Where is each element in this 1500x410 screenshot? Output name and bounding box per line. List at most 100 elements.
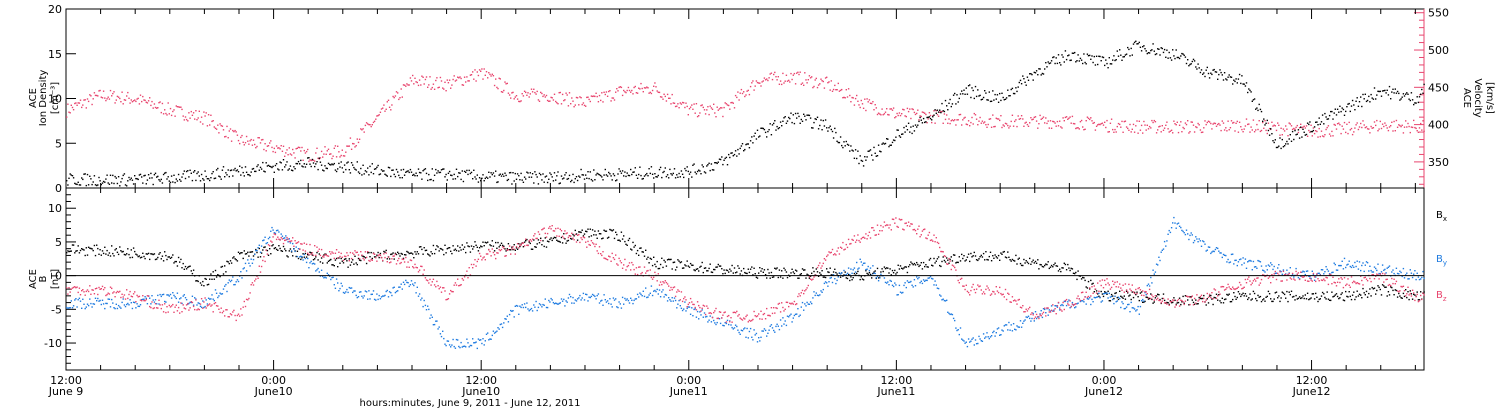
density-point bbox=[656, 176, 658, 178]
bx-point bbox=[220, 266, 222, 268]
by-point bbox=[1079, 300, 1082, 303]
density-point bbox=[1308, 123, 1310, 126]
velocity-point bbox=[292, 148, 294, 151]
density-point bbox=[730, 152, 732, 154]
velocity-point bbox=[627, 86, 630, 89]
bx-point bbox=[1008, 256, 1010, 258]
velocity-point bbox=[1080, 119, 1083, 122]
density-point bbox=[761, 127, 763, 129]
bx-point bbox=[545, 246, 548, 248]
velocity-point bbox=[977, 124, 979, 126]
density-point bbox=[1107, 67, 1109, 69]
density-point bbox=[224, 176, 226, 178]
by-point bbox=[1355, 265, 1357, 268]
density-point bbox=[1207, 72, 1210, 75]
velocity-point bbox=[608, 90, 610, 93]
density-point bbox=[693, 163, 695, 165]
density-point bbox=[101, 182, 104, 184]
velocity-point bbox=[207, 114, 210, 116]
density-point bbox=[1356, 97, 1358, 99]
velocity-point bbox=[485, 71, 488, 73]
by-point bbox=[1229, 261, 1232, 263]
density-point bbox=[1331, 110, 1333, 113]
bx-point bbox=[1304, 294, 1306, 296]
velocity-point bbox=[1092, 122, 1094, 124]
bx-point bbox=[959, 260, 962, 262]
bx-point bbox=[919, 264, 921, 266]
by-point bbox=[916, 276, 918, 278]
by-point bbox=[837, 276, 839, 278]
by-point bbox=[558, 302, 560, 305]
velocity-point bbox=[1222, 122, 1225, 124]
bx-point bbox=[726, 269, 729, 272]
bx-point bbox=[1077, 270, 1079, 272]
by-point bbox=[173, 294, 175, 297]
by-point bbox=[948, 312, 950, 315]
by-point bbox=[67, 307, 69, 309]
density-point bbox=[1227, 76, 1229, 78]
velocity-point bbox=[616, 88, 618, 90]
velocity-point bbox=[561, 93, 564, 96]
density-point bbox=[974, 85, 977, 88]
by-point bbox=[1257, 259, 1259, 262]
by-point bbox=[112, 302, 114, 304]
by-point bbox=[225, 283, 227, 286]
bx-point bbox=[177, 256, 180, 259]
by-point bbox=[856, 261, 858, 264]
density-point bbox=[1128, 48, 1130, 51]
density-point bbox=[897, 129, 899, 131]
by-point bbox=[1370, 269, 1372, 272]
bz-point bbox=[288, 240, 290, 243]
velocity-point bbox=[107, 96, 109, 98]
bx-point bbox=[1035, 262, 1038, 264]
bx-point bbox=[681, 267, 684, 269]
by-point bbox=[1180, 226, 1182, 229]
by-point bbox=[665, 294, 668, 296]
by-point bbox=[888, 284, 890, 286]
density-point bbox=[129, 178, 131, 181]
density-point bbox=[967, 85, 970, 87]
by-point bbox=[926, 279, 928, 282]
bx-point bbox=[474, 241, 476, 243]
by-point bbox=[180, 297, 182, 299]
velocity-point bbox=[707, 106, 709, 108]
bx-point bbox=[1200, 297, 1203, 300]
density-point bbox=[1291, 130, 1294, 133]
by-point bbox=[662, 289, 664, 291]
bx-point bbox=[887, 267, 889, 269]
density-point bbox=[199, 180, 202, 182]
bx-point bbox=[1265, 296, 1267, 298]
bx-point bbox=[364, 257, 367, 259]
bx-point bbox=[719, 265, 722, 267]
velocity-point bbox=[1123, 120, 1125, 123]
bx-point bbox=[1107, 290, 1109, 292]
bx-point bbox=[965, 259, 967, 261]
by-point bbox=[1398, 273, 1400, 275]
density-point bbox=[879, 150, 881, 152]
velocity-point bbox=[1285, 125, 1287, 127]
density-point bbox=[370, 171, 372, 174]
by-point bbox=[137, 305, 139, 307]
density-point bbox=[1346, 106, 1348, 108]
by-point bbox=[988, 337, 990, 340]
velocity-point bbox=[850, 101, 852, 103]
bz-point bbox=[240, 308, 242, 310]
b-tick-label: -10 bbox=[44, 337, 62, 350]
velocity-point bbox=[1125, 126, 1128, 128]
by-point bbox=[477, 338, 480, 340]
by-point bbox=[72, 305, 75, 307]
bx-point bbox=[925, 264, 927, 266]
bx-point bbox=[791, 268, 793, 270]
density-point bbox=[115, 177, 117, 179]
bx-point bbox=[1326, 291, 1328, 293]
by-point bbox=[445, 344, 447, 347]
bx-point bbox=[1108, 300, 1110, 302]
density-point bbox=[1406, 92, 1408, 94]
by-point bbox=[1035, 317, 1038, 320]
bx-point bbox=[546, 240, 549, 242]
bx-point bbox=[453, 249, 455, 251]
bx-point bbox=[717, 263, 719, 266]
by-point bbox=[1147, 283, 1150, 285]
by-point bbox=[1416, 272, 1418, 274]
density-point bbox=[1316, 121, 1318, 123]
